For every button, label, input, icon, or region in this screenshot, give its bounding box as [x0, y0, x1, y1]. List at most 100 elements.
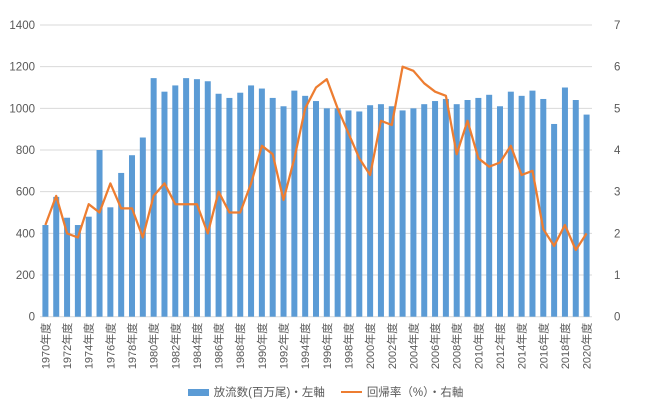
right-axis-tick-label: 7	[614, 20, 620, 32]
release-count-bar	[161, 91, 168, 317]
return-rate-line	[44, 65, 588, 252]
release-count-bar	[313, 101, 319, 317]
release-count-bar	[518, 95, 525, 317]
bar-series-swatch	[187, 388, 209, 396]
release-count-bar	[107, 207, 114, 317]
release-count-bar	[291, 90, 298, 317]
release-count-bar	[475, 97, 482, 317]
left-axis-tick-label: 200	[16, 270, 35, 282]
right-axis-tick-label: 1	[614, 270, 620, 282]
release-count-bar	[96, 150, 103, 317]
release-count-bar	[486, 94, 493, 317]
legend-item-return-rate[interactable]: 回帰率（%）・右軸	[340, 384, 464, 400]
line-series-swatch	[340, 390, 362, 394]
release-count-bar	[356, 111, 363, 317]
legend-item-releases[interactable]: 放流数(百万尾)・左軸	[187, 384, 325, 400]
x-axis-tick-label: 1978年度	[125, 323, 139, 369]
right-axis-tick-label: 0	[614, 312, 620, 324]
release-count-bar	[85, 216, 92, 317]
x-axis-tick-label: 1986年度	[212, 323, 226, 369]
x-axis-tick-label: 1976年度	[103, 323, 117, 369]
x-axis-tick-label: 1998年度	[341, 323, 355, 369]
x-axis-tick-label: 1996年度	[320, 323, 334, 369]
release-count-bar	[204, 81, 211, 317]
release-count-bar	[421, 104, 428, 317]
release-count-bar	[551, 123, 558, 317]
x-axis-tick-label: 2008年度	[450, 323, 464, 369]
x-axis-tick-label: 1992年度	[277, 323, 291, 369]
release-count-bar	[53, 196, 60, 317]
right-axis-tick-label: 4	[614, 145, 621, 157]
release-count-bar	[248, 85, 255, 317]
x-axis-tick-label: 1982年度	[168, 323, 182, 369]
release-count-bar	[42, 225, 49, 317]
line-series-label: 回帰率（%）・右軸	[366, 387, 464, 399]
release-count-bar	[367, 105, 374, 317]
x-axis-tick-label: 2014年度	[515, 323, 529, 369]
release-count-bar	[410, 108, 417, 317]
release-count-bar	[302, 95, 309, 317]
release-count-bar	[226, 97, 233, 317]
left-axis-tick-label: 1000	[9, 103, 35, 115]
release-count-bar	[529, 90, 536, 317]
x-axis-tick-label: 1994年度	[298, 323, 312, 369]
release-count-bar	[442, 98, 449, 317]
release-count-bar	[183, 78, 190, 317]
release-count-bar	[172, 85, 179, 317]
right-axis-tick-label: 3	[614, 187, 620, 199]
release-count-bar	[345, 110, 352, 317]
x-axis-tick-label: 2002年度	[385, 323, 399, 369]
left-axis-tick-label: 0	[29, 312, 35, 324]
release-count-bar	[280, 106, 287, 317]
release-count-bar	[215, 93, 222, 317]
release-count-bar	[258, 88, 265, 317]
left-axis-tick-label: 1200	[9, 62, 35, 74]
release-count-bar	[334, 108, 341, 317]
x-axis-tick-label: 2006年度	[428, 323, 442, 369]
x-axis-tick-label: 1980年度	[147, 323, 161, 369]
release-count-bar	[129, 155, 135, 317]
x-axis-tick-label: 1974年度	[82, 323, 96, 369]
x-axis-tick-label: 2012年度	[493, 323, 507, 369]
release-count-bar	[118, 172, 125, 317]
bar-series-label: 放流数(百万尾)・左軸	[213, 387, 325, 399]
release-count-bar	[497, 106, 503, 317]
right-axis-tick-label: 6	[614, 62, 620, 74]
right-axis-tick-label: 5	[614, 103, 620, 115]
release-count-bar	[561, 87, 568, 317]
release-count-bar	[464, 100, 471, 317]
x-axis-tick-label: 1984年度	[190, 323, 204, 369]
x-axis-tick-label: 1970年度	[38, 323, 52, 369]
release-count-bar	[432, 101, 439, 317]
release-count-bar	[583, 114, 590, 317]
release-count-bar	[64, 217, 71, 317]
right-axis-tick-label: 2	[614, 228, 620, 240]
chart-legend: 放流数(百万尾)・左軸 回帰率（%）・右軸	[0, 384, 651, 400]
release-count-bar	[377, 104, 384, 317]
x-axis-tick-label: 2010年度	[471, 323, 485, 369]
x-axis-tick-label: 2020年度	[580, 323, 594, 369]
release-count-bar	[74, 225, 81, 317]
release-count-bar	[269, 97, 276, 317]
x-axis-tick-label: 2000年度	[363, 323, 377, 369]
x-axis-tick-label: 1990年度	[255, 323, 269, 369]
release-count-bar	[507, 91, 514, 317]
left-axis-tick-label: 400	[16, 228, 35, 240]
release-count-bar	[193, 79, 200, 317]
x-axis-tick-label: 2016年度	[536, 323, 550, 369]
left-axis-tick-label: 800	[16, 145, 35, 157]
release-count-bar	[572, 100, 579, 317]
release-count-bar	[399, 110, 406, 317]
release-count-bar	[540, 98, 547, 317]
left-axis-tick-label: 1400	[9, 20, 35, 32]
release-count-bar	[323, 108, 330, 317]
x-axis-tick-label: 1988年度	[233, 323, 247, 369]
release-count-bar	[388, 106, 395, 317]
x-axis-tick-label: 2004年度	[406, 323, 420, 369]
release-count-bar	[453, 104, 460, 317]
x-axis-tick-label: 2018年度	[558, 323, 572, 369]
left-axis-tick-label: 600	[16, 187, 35, 199]
release-count-bar	[139, 137, 146, 317]
